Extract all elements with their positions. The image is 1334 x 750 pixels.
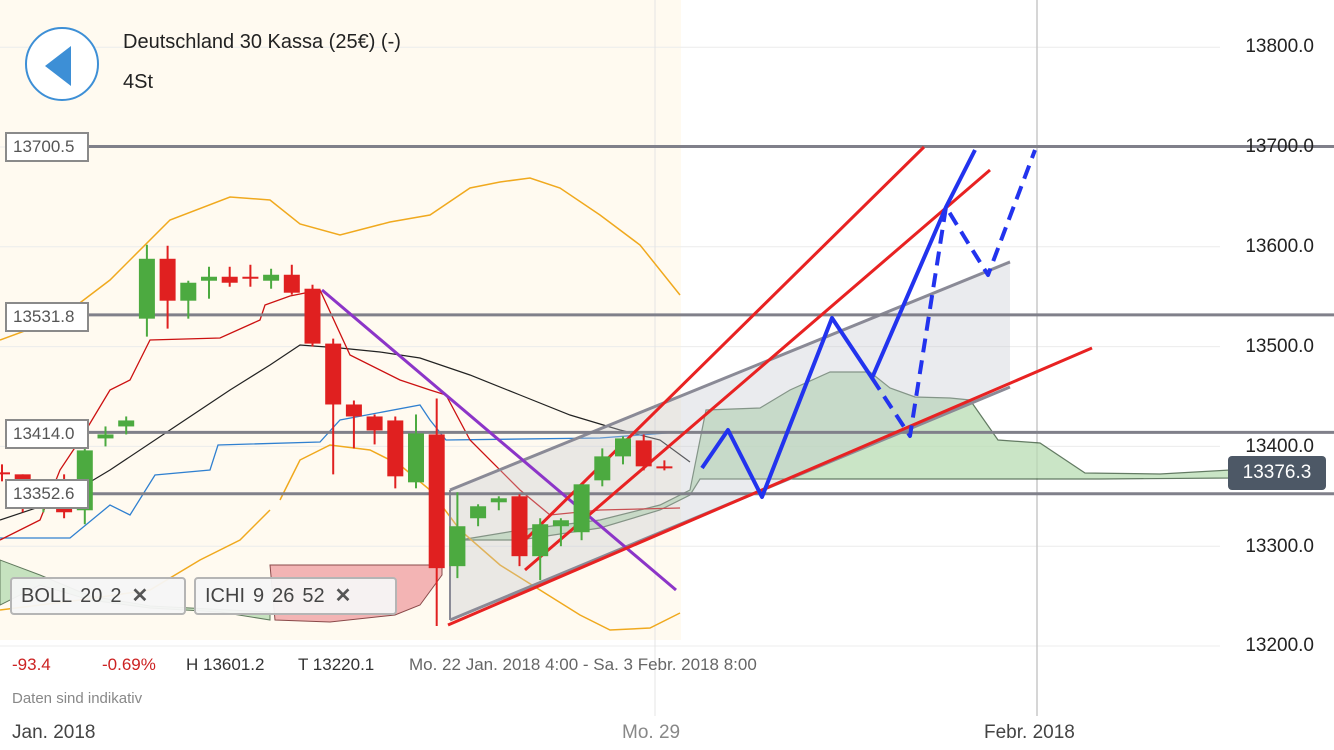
- y-tick-label: 13500.0: [1245, 336, 1314, 357]
- candle-body: [573, 484, 590, 533]
- ichi-tenkan: 9: [253, 585, 265, 607]
- y-tick-label: 13400.0: [1245, 436, 1314, 457]
- candle-body: [283, 274, 300, 293]
- ichi-senkou: 52: [302, 585, 325, 607]
- boll-name: BOLL: [21, 585, 73, 607]
- candle-body: [635, 440, 652, 467]
- y-tick-label: 13700.0: [1245, 136, 1314, 157]
- instrument-title: Deutschland 30 Kassa (25€) (-): [123, 31, 401, 53]
- red-trendline: [447, 346, 1093, 627]
- bollinger-upper-line: [0, 177, 681, 341]
- x-tick-label: Mo. 29: [622, 722, 681, 743]
- change-percent: -0.69%: [102, 655, 156, 674]
- candle-body: [263, 274, 280, 281]
- candle-body: [159, 258, 176, 301]
- y-tick-label: 13800.0: [1245, 36, 1314, 57]
- back-arrow-icon: [45, 46, 71, 86]
- candle-body: [656, 466, 673, 469]
- boll-indicator-chip[interactable]: BOLL 20 2 ✕: [10, 577, 186, 615]
- current-price-tag: 13376.3: [1228, 456, 1326, 490]
- y-tick-label: 13600.0: [1245, 236, 1314, 257]
- candle-body: [532, 524, 549, 557]
- candle-body: [0, 472, 10, 475]
- bollinger-middle-line: [0, 344, 691, 521]
- timeframe-label: 4St: [123, 71, 154, 93]
- y-tick-label: 13200.0: [1245, 635, 1314, 656]
- channel-fill: [450, 260, 1010, 620]
- ichi-indicator-chip[interactable]: ICHI 9 26 52 ✕: [194, 577, 397, 615]
- candle-body: [408, 433, 424, 483]
- candle-body: [552, 520, 569, 527]
- purple-trendline: [321, 288, 677, 592]
- boll-deviation: 2: [110, 585, 122, 607]
- level-label-13531[interactable]: 13531.8: [5, 302, 89, 332]
- y-tick-label: 13300.0: [1245, 536, 1314, 557]
- candle-body: [428, 434, 445, 569]
- back-button[interactable]: [25, 27, 99, 101]
- low-value: T 13220.1: [298, 655, 375, 674]
- close-icon[interactable]: ✕: [131, 585, 149, 607]
- candle-body: [387, 420, 404, 477]
- candle-body: [511, 496, 528, 557]
- candle-body: [470, 506, 487, 519]
- candle-body: [221, 276, 238, 283]
- kijun-line: [0, 289, 681, 541]
- x-tick-label: Jan. 2018: [12, 722, 96, 743]
- projection-dashed-path: [870, 149, 1037, 438]
- candle-body: [118, 420, 135, 427]
- candle-body: [138, 258, 155, 319]
- ichi-kijun: 26: [272, 585, 295, 607]
- candle-body: [180, 282, 197, 301]
- red-trendline: [518, 145, 926, 547]
- candle-body: [201, 276, 217, 281]
- candle-body: [345, 404, 362, 417]
- candle-body: [594, 456, 611, 481]
- candle-body: [449, 526, 466, 567]
- boll-period: 20: [80, 585, 103, 607]
- candle-body: [242, 276, 259, 279]
- close-icon[interactable]: ✕: [334, 585, 352, 607]
- ichi-name: ICHI: [205, 585, 245, 607]
- candle-body: [615, 438, 631, 457]
- x-tick-label: Febr. 2018: [984, 722, 1075, 743]
- level-label-13414[interactable]: 13414.0: [5, 419, 89, 449]
- candle-body: [490, 498, 507, 503]
- level-label-13352[interactable]: 13352.6: [5, 479, 89, 509]
- date-range: Mo. 22 Jan. 2018 4:00 - Sa. 3 Febr. 2018…: [409, 655, 757, 674]
- candle-body: [97, 434, 114, 439]
- candle-body: [325, 343, 342, 405]
- disclaimer-note: Daten sind indikativ: [12, 690, 143, 707]
- red-trendline: [524, 168, 991, 572]
- change-value: -93.4: [12, 655, 51, 674]
- high-value: H 13601.2: [186, 655, 265, 674]
- channel-upper-line: [449, 260, 1011, 492]
- candle-body: [304, 288, 321, 344]
- projection-solid-path: [700, 149, 977, 499]
- candle-body: [366, 416, 383, 431]
- level-label-13700[interactable]: 13700.5: [5, 132, 89, 162]
